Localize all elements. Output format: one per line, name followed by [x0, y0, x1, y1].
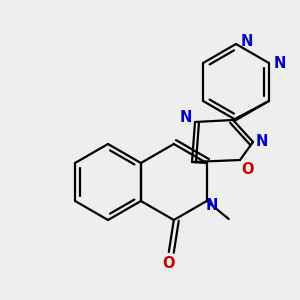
Text: N: N	[206, 197, 218, 212]
Text: N: N	[180, 110, 192, 125]
Text: O: O	[163, 256, 175, 272]
Text: N: N	[241, 34, 253, 49]
Text: N: N	[274, 56, 286, 70]
Text: N: N	[256, 134, 268, 149]
Text: O: O	[242, 161, 254, 176]
